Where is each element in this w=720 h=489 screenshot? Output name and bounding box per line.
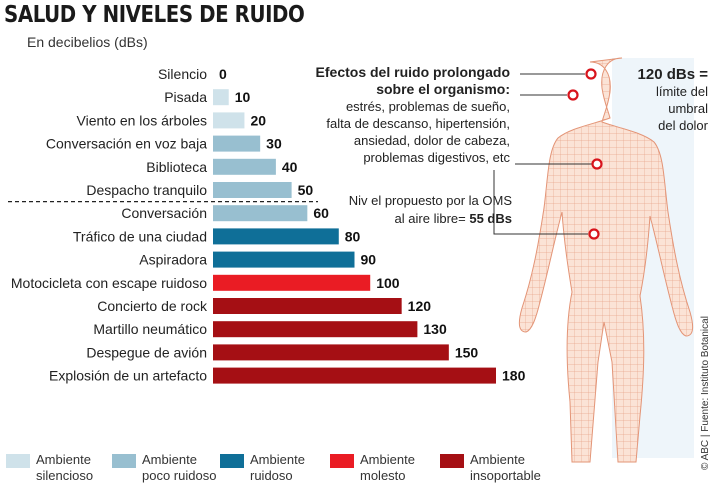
value-label: 150 [455, 344, 479, 360]
bar [213, 205, 308, 222]
bar [213, 344, 449, 361]
bar [213, 112, 245, 129]
value-label: 50 [298, 182, 314, 198]
legend-label-1: Ambiente [250, 452, 305, 467]
effects-title-1: Efectos del ruido prolongado [315, 64, 510, 80]
value-label: 180 [502, 368, 526, 384]
pain-threshold-note: 120 dBs = límite del umbral del dolor [618, 66, 708, 134]
legend-label-2: silencioso [36, 468, 94, 483]
effect-line: problemas digestivos, etc [363, 150, 510, 165]
effect-line: falta de descanso, hipertensión, [326, 116, 510, 131]
legend-label-2: poco ruidoso [142, 468, 217, 483]
category-label: Silencio [158, 66, 207, 82]
legend-label-2: insoportable [470, 468, 541, 483]
oms-value: 55 dBs [469, 211, 512, 226]
pain-line: umbral [668, 101, 708, 116]
legend-swatch [6, 454, 30, 468]
category-label: Despegue de avión [86, 344, 207, 360]
legend-swatch [440, 454, 464, 468]
legend-label: Ambiente molesto [360, 452, 415, 484]
legend-label-1: Ambiente [470, 452, 525, 467]
legend-swatch [330, 454, 354, 468]
bar [213, 89, 229, 106]
value-label: 40 [282, 159, 298, 175]
value-label: 90 [361, 252, 377, 268]
value-label: 30 [266, 136, 282, 152]
category-label: Tráfico de una ciudad [73, 228, 207, 244]
effect-line: ansiedad, dolor de cabeza, [353, 133, 510, 148]
bar [213, 298, 402, 314]
legend-label-1: Ambiente [36, 452, 91, 467]
legend-label: Ambiente ruidoso [250, 452, 305, 484]
oms-reference-note: Niv el propuesto por la OMS al aire libr… [322, 192, 512, 228]
legend-label: Ambiente poco ruidoso [142, 452, 216, 484]
category-label: Conversación en voz baja [46, 136, 207, 152]
bar [213, 135, 261, 152]
bar [213, 158, 276, 175]
legend-label: Ambiente silencioso [36, 452, 93, 484]
value-label: 80 [345, 228, 361, 244]
legend-item: Ambiente poco ruidoso [112, 452, 216, 484]
effect-markers [567, 68, 603, 240]
legend-item: Ambiente insoportable [440, 452, 541, 484]
bar [213, 182, 292, 198]
category-label: Concierto de rock [97, 298, 208, 314]
bar [213, 367, 496, 384]
value-label: 130 [423, 321, 447, 337]
chart-title: SALUD Y NIVELES DE RUIDO [4, 2, 305, 28]
bar [213, 251, 355, 268]
legend-label: Ambiente insoportable [470, 452, 541, 484]
legend-label-1: Ambiente [360, 452, 415, 467]
legend-item: Ambiente silencioso [6, 452, 93, 484]
value-label: 10 [235, 89, 251, 105]
category-label: Motocicleta con escape ruidoso [11, 275, 207, 291]
legend-label-1: Ambiente [142, 452, 197, 467]
category-label: Conversación [121, 205, 207, 221]
category-label: Despacho tranquilo [86, 182, 207, 198]
effects-annotation: Efectos del ruido prolongado sobre el or… [300, 64, 510, 166]
legend-swatch [220, 454, 244, 468]
bar [213, 274, 371, 291]
category-label: Pisada [164, 89, 207, 105]
source-credit: © ABC | Fuente: Instituto Botanical [700, 316, 711, 470]
oms-label-2: al aire libre= [394, 211, 466, 226]
legend-swatch [112, 454, 136, 468]
value-label: 120 [408, 298, 432, 314]
bar [213, 228, 339, 245]
effect-line: estrés, problemas de sueño, [345, 99, 510, 114]
category-label: Explosión de un artefacto [49, 368, 207, 384]
category-label: Viento en los árboles [77, 112, 208, 128]
value-label: 0 [219, 66, 227, 82]
pain-line: del dolor [658, 118, 708, 133]
category-label: Martillo neumático [93, 321, 207, 337]
value-label: 60 [313, 205, 329, 221]
bar [213, 321, 418, 338]
effects-title-2: sobre el organismo: [376, 81, 510, 97]
value-label: 100 [376, 275, 400, 291]
category-label: Biblioteca [146, 159, 207, 175]
pain-line: límite del [655, 84, 708, 99]
legend-label-2: ruidoso [250, 468, 293, 483]
legend-item: Ambiente ruidoso [220, 452, 305, 484]
legend-item: Ambiente molesto [330, 452, 415, 484]
oms-label-1: Niv el propuesto por la OMS [348, 193, 512, 208]
pain-value: 120 dBs = [637, 66, 708, 83]
chart-subtitle: En decibelios (dBs) [27, 34, 148, 50]
category-label: Aspiradora [139, 252, 207, 268]
value-label: 20 [250, 112, 266, 128]
legend-label-2: molesto [360, 468, 406, 483]
